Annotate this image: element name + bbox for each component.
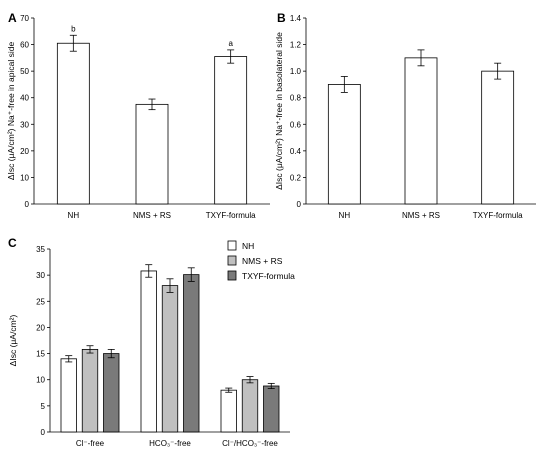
bar	[241, 379, 259, 433]
y-tick-label: 1.2	[290, 41, 302, 50]
x-tick-label: NH	[339, 211, 351, 220]
significance-label: a	[228, 39, 233, 48]
bar	[81, 348, 99, 433]
y-tick-label: 30	[36, 271, 45, 280]
bar	[404, 57, 438, 205]
x-tick-label: NH	[68, 211, 80, 220]
bar	[103, 353, 120, 433]
y-tick-label: 40	[20, 94, 29, 103]
significance-label: b	[71, 24, 76, 33]
bar	[56, 42, 90, 205]
y-tick-label: 20	[36, 323, 45, 332]
legend-swatch	[227, 255, 237, 266]
y-axis-label: ΔIsc (μA/cm²) Na⁺-free in basolateral si…	[274, 32, 284, 190]
legend-swatch	[227, 240, 237, 251]
y-tick-label: 10	[36, 376, 45, 385]
y-tick-label: 0.2	[290, 173, 302, 182]
bar	[263, 385, 280, 433]
y-tick-label: 0.6	[290, 120, 302, 129]
bar	[140, 270, 157, 433]
bar	[220, 389, 237, 433]
y-tick-label: 20	[20, 147, 29, 156]
legend-label: NH	[242, 241, 254, 251]
panel-letter: A	[8, 11, 17, 25]
panel-letter: C	[8, 236, 17, 250]
y-tick-label: 70	[20, 14, 29, 23]
y-tick-label: 0.4	[290, 147, 302, 156]
y-tick-label: 60	[20, 41, 29, 50]
y-tick-label: 0	[297, 200, 302, 209]
y-tick-label: 0.8	[290, 94, 302, 103]
y-axis-label: ΔIsc (μA/cm²)	[8, 315, 18, 367]
legend-label: TXYF-formula	[242, 271, 295, 281]
y-tick-label: 0	[41, 428, 46, 437]
panel-a: A 0 10 20 30 40 50 60 70 ΔIsc (μA/cm²) Na⁺-free i…	[6, 11, 270, 220]
y-tick-label: 15	[36, 350, 45, 359]
panel-b: B 0 0.2 0.4 0.6 0.8 1.0 1.2 1.4 ΔIsc (μA/cm²) Na⁺…	[274, 11, 536, 220]
x-tick-label: NMS + RS	[402, 211, 440, 220]
y-tick-label: 0	[25, 200, 30, 209]
bar	[481, 70, 515, 205]
x-tick-label: Cl⁻-free	[76, 439, 105, 448]
y-tick-label: 50	[20, 67, 29, 76]
y-tick-label: 25	[36, 297, 45, 306]
y-tick-label: 10	[20, 173, 29, 182]
legend-label: NMS + RS	[242, 256, 283, 266]
bar	[135, 103, 169, 205]
bar	[214, 56, 248, 205]
y-tick-label: 35	[36, 245, 45, 254]
y-tick-label: 30	[20, 120, 29, 129]
y-tick-label: 5	[41, 402, 46, 411]
y-axis-label: ΔIsc (μA/cm²) Na⁺-free in apical side	[6, 42, 16, 181]
panel-letter: B	[277, 11, 286, 25]
x-tick-label: TXYF-formula	[473, 211, 523, 220]
bar	[60, 358, 77, 433]
legend-swatch	[227, 270, 237, 281]
x-tick-label: HCO₃⁻-free	[149, 439, 191, 448]
bar	[183, 274, 200, 433]
x-tick-label: Cl⁻/HCO₃⁻-free	[222, 439, 278, 448]
x-tick-label: NMS + RS	[133, 211, 171, 220]
bar	[327, 84, 361, 205]
y-tick-label: 1.0	[290, 67, 302, 76]
panel-c: C 0 5 10 15 20 25 30 35 ΔIsc (μA/cm²) Cl⁻-free HCO₃…	[8, 236, 295, 448]
x-tick-label: TXYF-formula	[206, 211, 256, 220]
bar	[161, 285, 179, 433]
y-tick-label: 1.4	[290, 14, 302, 23]
